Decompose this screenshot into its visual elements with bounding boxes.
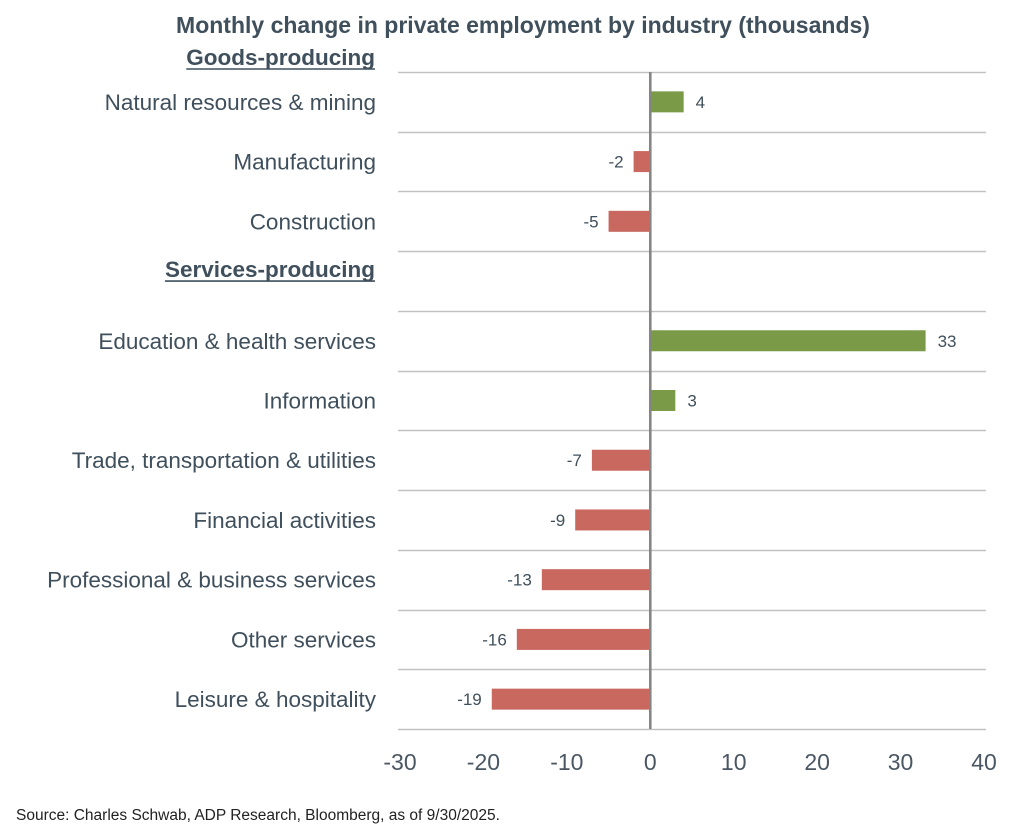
x-tick-label: 40	[971, 749, 997, 775]
x-tick-label: 20	[804, 749, 830, 775]
bar	[541, 569, 651, 591]
section-header: Services-producing	[165, 257, 375, 282]
value-label: 4	[696, 93, 705, 112]
chart-title: Monthly change in private employment by …	[176, 12, 870, 38]
category-label: Information	[263, 389, 376, 414]
x-tick-label: 30	[888, 749, 914, 775]
section-header: Goods-producing	[186, 45, 375, 70]
bar	[491, 688, 651, 710]
category-label: Manufacturing	[233, 150, 376, 175]
source-note: Source: Charles Schwab, ADP Research, Bl…	[16, 807, 500, 824]
bar	[650, 390, 676, 411]
category-label: Natural resources & mining	[105, 90, 376, 115]
bars	[491, 91, 926, 710]
value-label: -13	[507, 571, 532, 590]
bar	[608, 210, 651, 232]
bar	[591, 449, 651, 471]
category-labels: Goods-producing Natural resources & minin…	[47, 45, 377, 712]
x-tick-label: -30	[383, 749, 416, 775]
x-tick-label: -20	[467, 749, 500, 775]
x-tick-label: 0	[644, 749, 657, 775]
category-label: Leisure & hospitality	[175, 687, 377, 712]
category-label: Other services	[231, 627, 376, 652]
x-tick-label: -10	[550, 749, 583, 775]
value-label: -16	[482, 630, 507, 649]
x-axis: -30 -20 -10 0 10 20 30 40	[383, 72, 997, 775]
value-label: 33	[938, 332, 957, 351]
bar	[575, 509, 651, 531]
bar	[650, 330, 926, 352]
category-label: Professional & business services	[47, 568, 376, 593]
value-label: 3	[687, 392, 696, 411]
x-tick-label: 10	[721, 749, 747, 775]
value-label: -9	[550, 511, 565, 530]
category-label: Education & health services	[98, 329, 376, 354]
value-label: -2	[608, 153, 623, 172]
bar	[633, 151, 651, 173]
value-label: -7	[567, 451, 582, 470]
gridlines	[398, 71, 986, 731]
value-label: -19	[457, 690, 482, 709]
category-label: Trade, transportation & utilities	[72, 448, 376, 473]
category-label: Financial activities	[193, 508, 376, 533]
value-label: -5	[583, 212, 598, 231]
bar	[650, 91, 684, 113]
category-label: Construction	[250, 209, 376, 234]
bar	[516, 628, 651, 650]
